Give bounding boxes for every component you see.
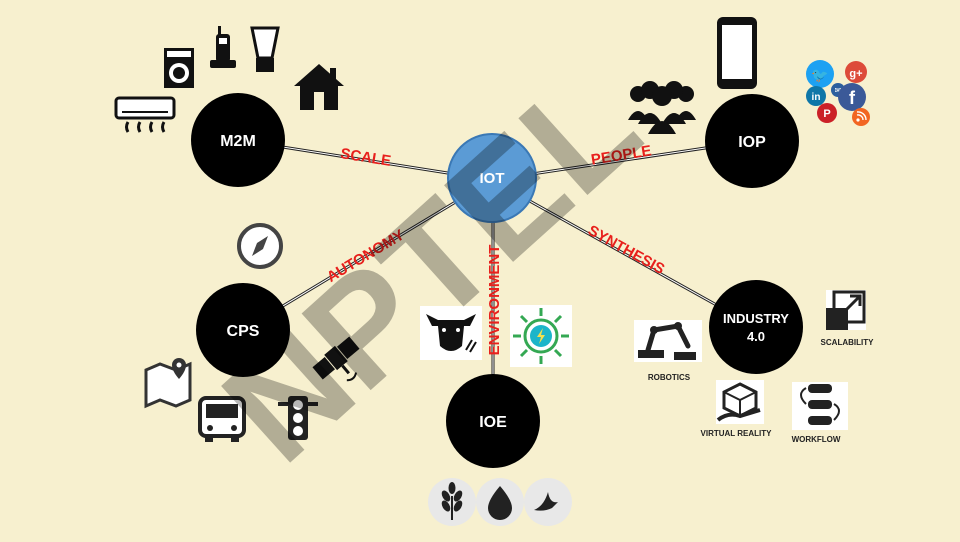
pinterest-icon: P: [817, 103, 837, 123]
traffic-light-icon: [278, 396, 318, 440]
node-industry-line1: INDUSTRY: [723, 311, 789, 326]
solar-energy-icon: [510, 305, 572, 367]
edge-label-synthesis: SYNTHESIS: [585, 222, 668, 278]
linkedin-icon: in: [806, 86, 826, 106]
cordless-phone-icon: [210, 26, 236, 68]
node-ioe-label: IOE: [479, 414, 507, 431]
email-glyph: ✉: [835, 86, 842, 95]
wheat-icon: [428, 478, 476, 526]
node-ioe: IOE: [446, 374, 540, 468]
map-pin-icon: [144, 358, 192, 409]
washing-machine-icon: [164, 48, 194, 88]
satellite-icon: [312, 336, 360, 382]
rss-icon: [852, 108, 870, 126]
water-drop-icon: [476, 478, 524, 526]
workflow-icon: [792, 382, 848, 430]
node-m2m-label: M2M: [220, 133, 256, 150]
node-iot-label: IOT: [480, 170, 505, 187]
scalability-icon: [826, 290, 866, 330]
industry-label-scalability: SCALABILITY: [821, 338, 875, 347]
node-industry: INDUSTRY 4.0: [709, 280, 803, 374]
vr-box-icon: [716, 380, 764, 424]
facebook-glyph: f: [849, 88, 856, 108]
google-plus-icon: g+: [845, 61, 867, 83]
industry-label-workflow: WORKFLOW: [792, 435, 841, 444]
industry-label-virtual-reality: VIRTUAL REALITY: [701, 429, 773, 438]
node-cps-label: CPS: [227, 323, 260, 340]
node-iop: IOP: [705, 94, 799, 188]
industry-label-robotics: ROBOTICS: [648, 373, 691, 382]
blender-icon: [250, 26, 280, 72]
cow-icon: [420, 306, 482, 360]
pinterest-glyph: P: [823, 108, 830, 120]
node-iot: IOT: [447, 133, 537, 223]
linkedin-glyph: in: [812, 92, 821, 103]
bus-icon: [198, 396, 246, 442]
social-icons: 🐦 g+ ✉ in f P: [806, 60, 870, 126]
edge-label-environment: ENVIRONMENT: [486, 245, 503, 356]
robot-arm-icon: [634, 320, 702, 362]
air-conditioner-icon: [114, 96, 176, 133]
node-industry-line2: 4.0: [747, 329, 765, 344]
twitter-icon: 🐦: [806, 60, 834, 88]
house-icon: [294, 64, 344, 110]
people-group-icon: [628, 81, 696, 134]
node-iop-label: IOP: [738, 134, 766, 151]
smartphone-icon: [717, 17, 757, 89]
google-plus-glyph: g+: [849, 68, 862, 80]
connector-autonomy: [242, 178, 493, 332]
node-m2m: M2M: [191, 93, 285, 187]
connector-synthesis: [491, 178, 757, 329]
compass-icon: [237, 223, 283, 269]
node-cps: CPS: [196, 283, 290, 377]
edge-label-scale: SCALE: [339, 145, 392, 170]
twitter-glyph: 🐦: [811, 68, 828, 84]
facebook-icon: f: [838, 83, 866, 111]
bird-icon: [524, 478, 572, 526]
